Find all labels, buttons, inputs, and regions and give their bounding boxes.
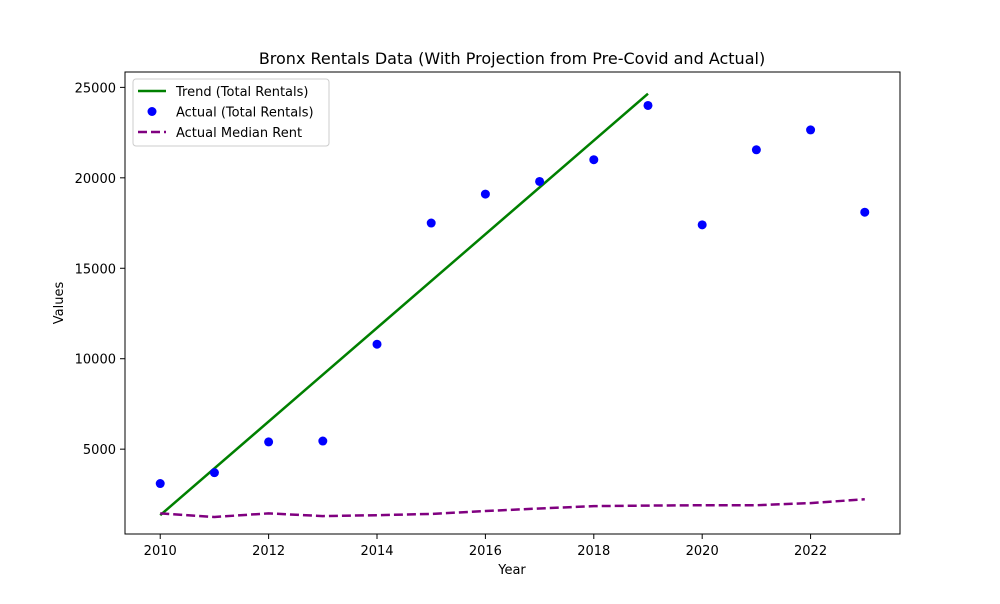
median-rent-line xyxy=(160,498,865,519)
plot-frame xyxy=(124,71,901,535)
scatter-point xyxy=(480,189,490,199)
y-tick-label: 25000 xyxy=(75,81,116,96)
scatter-point xyxy=(155,479,165,489)
legend-label: Trend (Total Rentals) xyxy=(175,85,308,100)
y-tick-label: 10000 xyxy=(75,353,116,368)
scatter-point xyxy=(643,100,653,110)
trend-line xyxy=(159,92,649,517)
y-axis-label: Values xyxy=(52,282,67,325)
scatter-point xyxy=(860,207,870,217)
y-tick-label: 20000 xyxy=(75,172,116,187)
series-layer xyxy=(155,92,870,519)
scatter-point xyxy=(806,125,816,135)
x-tick-label: 2012 xyxy=(252,544,285,559)
scatter-point xyxy=(318,436,328,446)
x-axis: 2010 2012 2014 2016 2018 2020 2022 xyxy=(144,534,827,559)
y-tick-label: 15000 xyxy=(75,262,116,277)
x-tick-label: 2018 xyxy=(577,544,610,559)
scatter-point xyxy=(751,145,761,155)
scatter-point xyxy=(209,468,219,478)
plot-area xyxy=(125,72,900,534)
legend-label: Actual (Total Rentals) xyxy=(176,106,314,121)
x-tick-label: 2010 xyxy=(144,544,177,559)
x-axis-label: Year xyxy=(497,563,526,578)
legend-swatch xyxy=(147,107,157,116)
legend: Trend (Total Rentals) Actual (Total Renta… xyxy=(132,78,330,147)
x-tick-label: 2014 xyxy=(360,544,393,559)
chart-title: Bronx Rentals Data (With Projection from… xyxy=(259,49,765,68)
legend-box xyxy=(132,78,330,147)
y-axis: 5000 10000 15000 20000 25000 xyxy=(75,81,125,458)
scatter-point xyxy=(535,176,545,186)
scatter-point xyxy=(426,218,436,228)
legend-label: Actual Median Rent xyxy=(176,126,302,141)
scatter-point xyxy=(372,339,382,349)
scatter-point xyxy=(264,437,274,447)
y-tick-label: 5000 xyxy=(83,443,116,458)
scatter-point xyxy=(589,155,599,165)
x-tick-label: 2022 xyxy=(794,544,827,559)
scatter-point xyxy=(697,220,707,230)
x-tick-label: 2016 xyxy=(469,544,502,559)
axes-frame xyxy=(124,71,901,535)
x-tick-label: 2020 xyxy=(686,544,719,559)
